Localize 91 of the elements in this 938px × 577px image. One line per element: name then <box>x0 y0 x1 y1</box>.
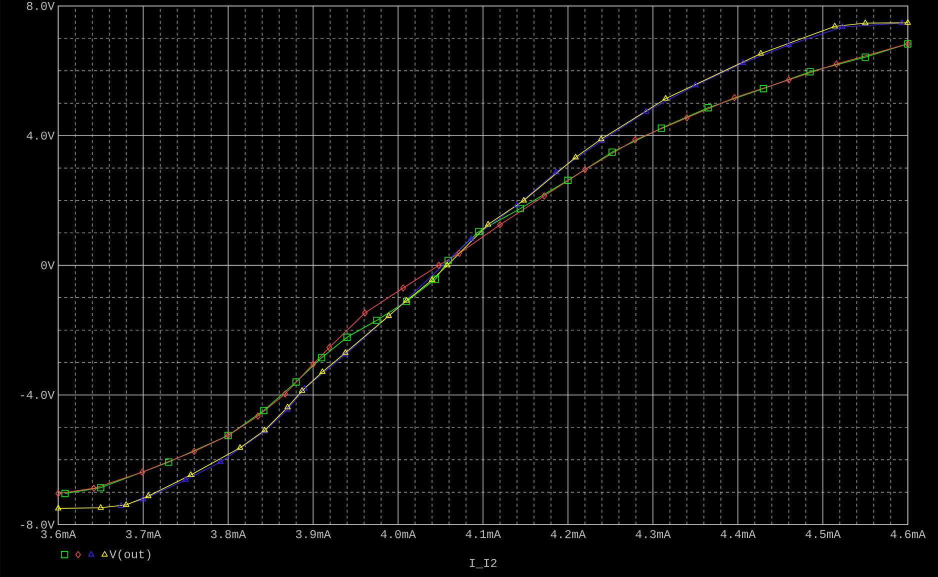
point <box>373 316 380 324</box>
point <box>541 192 547 200</box>
point <box>319 368 326 374</box>
point <box>188 471 194 477</box>
point <box>834 60 840 68</box>
point <box>255 412 261 420</box>
y-tick-label: 4.0V <box>26 131 55 140</box>
point <box>786 76 792 84</box>
point <box>552 168 560 174</box>
point <box>55 490 62 497</box>
point <box>165 458 172 466</box>
x-tick-label: 3.8mA <box>211 530 246 538</box>
point <box>318 354 326 362</box>
y-tick-label: -4.0V <box>20 390 55 399</box>
point <box>692 82 699 88</box>
point <box>428 276 436 282</box>
point <box>298 387 306 393</box>
point <box>484 220 492 226</box>
x-tick-label: 4.4mA <box>720 530 756 538</box>
point <box>608 148 616 156</box>
x-tick-label: 3.6mA <box>41 530 76 538</box>
point <box>475 228 482 236</box>
x-tick-label: 4.2mA <box>550 530 586 538</box>
point <box>658 124 666 132</box>
x-tick-label: 4.6mA <box>890 530 926 538</box>
point <box>191 448 197 455</box>
point <box>118 502 124 508</box>
point <box>832 22 838 28</box>
point <box>55 504 62 510</box>
x-tick-label: 4.3mA <box>636 530 671 538</box>
point <box>642 108 650 114</box>
point <box>862 53 869 61</box>
y-tick-label: 0V <box>41 261 55 270</box>
point <box>456 250 462 257</box>
y-tick-label: -8.0V <box>20 520 55 529</box>
legend-label: V(out) <box>109 549 150 561</box>
x-axis-title: I_I2 <box>470 558 496 568</box>
point <box>123 501 130 507</box>
point <box>898 19 906 25</box>
point <box>292 378 300 386</box>
point <box>806 68 814 76</box>
point <box>839 23 846 29</box>
point <box>310 360 316 368</box>
point <box>758 50 764 56</box>
x-tick-label: 4.1mA <box>466 530 501 538</box>
x-tick-label: 4.0mA <box>380 530 416 538</box>
point <box>217 458 224 464</box>
point <box>904 19 911 25</box>
point <box>786 41 792 47</box>
point <box>182 476 189 482</box>
x-tick-label: 3.9mA <box>296 530 331 538</box>
point <box>145 492 152 498</box>
x-tick-label: 3.7mA <box>126 530 162 538</box>
x-tick-label: 4.5mA <box>806 530 841 538</box>
point <box>732 94 738 102</box>
point <box>344 334 351 341</box>
point <box>282 390 288 398</box>
point <box>91 484 97 492</box>
y-tick-label: 8.0V <box>26 2 55 10</box>
point <box>740 59 746 65</box>
point <box>140 496 146 502</box>
point <box>520 196 527 202</box>
point <box>436 262 442 269</box>
point <box>301 384 308 390</box>
point <box>704 104 712 112</box>
point <box>403 296 410 302</box>
point <box>444 256 452 264</box>
point <box>760 84 767 92</box>
point <box>402 298 410 305</box>
point <box>564 176 572 184</box>
point <box>61 490 69 497</box>
point <box>662 94 669 101</box>
point <box>632 136 638 144</box>
point <box>236 444 244 450</box>
point <box>400 284 406 292</box>
point <box>862 19 868 25</box>
point <box>260 406 268 414</box>
point <box>98 504 104 510</box>
point <box>140 468 146 476</box>
point <box>97 484 104 492</box>
point <box>326 344 332 352</box>
point <box>432 276 440 283</box>
point <box>516 204 524 212</box>
point <box>684 114 690 122</box>
point <box>444 262 450 268</box>
point <box>514 202 520 208</box>
point <box>468 235 474 241</box>
point <box>572 154 579 160</box>
point <box>582 166 588 174</box>
point <box>362 309 368 316</box>
point <box>497 221 503 228</box>
